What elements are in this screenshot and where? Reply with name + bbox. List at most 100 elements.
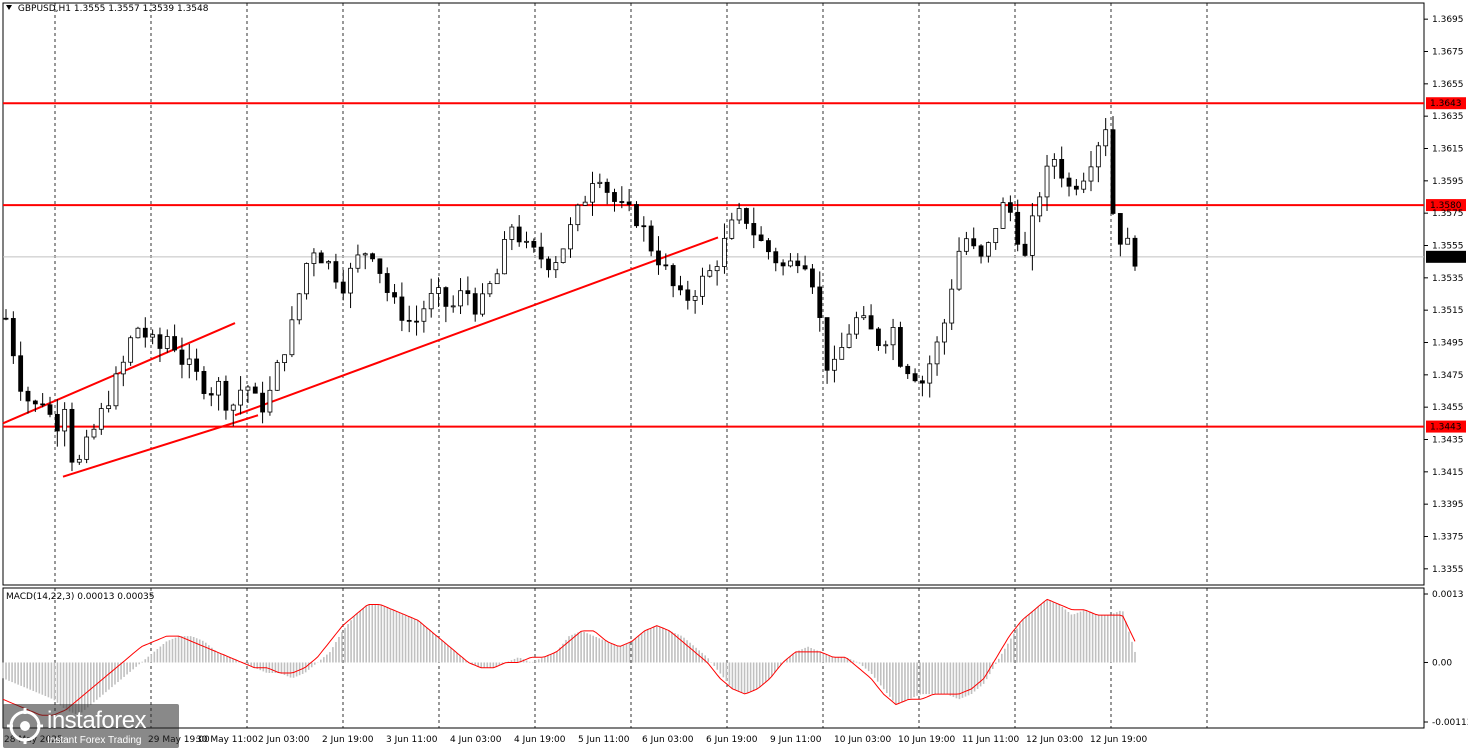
candle-body [76,458,82,463]
candle-body [560,248,566,263]
price-tick-label: 1.3475 [1432,371,1464,381]
candle-body [304,263,309,295]
time-label: 12 Jun 19:00 [1090,735,1147,745]
candle-body [230,404,236,411]
candle-body [1029,215,1035,256]
candle-body [656,250,661,266]
candle-body [612,192,617,202]
price-tick-label: 1.3495 [1432,339,1464,349]
candle-body [120,361,126,375]
logo-subtitle: Instant Forex Trading [47,735,142,746]
candle-body [700,275,705,297]
candle-body [208,393,214,396]
time-label: 12 Jun 03:00 [1026,735,1083,745]
candle-body [1132,237,1138,267]
candle-body [32,400,38,405]
candle-body [912,373,918,382]
price-tick-label: 1.3435 [1432,436,1464,446]
candle-body [883,344,889,347]
level-label: 1.3580 [1430,201,1462,211]
candle-body [670,265,676,287]
candle-body [956,250,962,290]
current-price-label: 1.3548 [1430,253,1462,263]
candle-body [318,252,324,264]
candle-body [252,386,258,394]
candle-body [333,261,339,283]
candle-body [1110,129,1116,214]
candle-body [751,223,757,236]
candle-body [824,317,830,371]
candle-body [399,296,405,321]
candle-body [362,253,368,256]
candle-body [238,389,243,406]
candle-body [868,315,874,330]
price-tick-label: 1.3695 [1432,15,1464,25]
candle-body [707,270,713,277]
candle-body [392,292,397,298]
candle-body [993,228,999,244]
time-label: 6 Jun 19:00 [706,735,758,745]
chart-grid [2,2,1425,729]
candle-body [839,347,845,360]
price-tick-label: 1.3595 [1432,177,1464,187]
candle-body [54,413,60,432]
macd-tick-label: 0.0013 [1432,590,1464,600]
candle-body [971,238,977,247]
candle-body [25,390,31,402]
candle-body [905,365,911,375]
candle-body [927,363,933,384]
candle-body [963,238,969,252]
candle-body [1103,129,1109,147]
time-label: 6 Jun 03:00 [642,735,694,745]
candle-body [663,264,669,267]
candle-body [788,260,793,267]
candle-body [472,293,478,315]
price-tick-label: 1.3555 [1432,242,1464,252]
candle-body [502,239,507,275]
time-label: 9 Jun 11:00 [770,735,822,745]
candle-body [802,265,808,270]
candle-body [978,245,984,257]
price-tick-label: 1.3535 [1432,274,1464,284]
candle-body [3,317,9,320]
trend-line [234,236,719,417]
candle-body [186,358,192,365]
price-tick-label: 1.3515 [1432,306,1464,316]
candle-body [179,349,185,365]
candle-body [934,341,940,365]
candle-body [575,204,581,226]
macd-tick-label: -0.00113 [1432,718,1468,728]
candle-body [568,224,573,250]
candle-body [421,308,427,322]
candle-body [282,354,287,363]
candle-body [487,283,493,295]
candle-body [98,408,104,430]
price-tick-label: 1.3655 [1432,80,1464,90]
candle-body [274,362,280,391]
candle-body [685,289,691,301]
candle-body [766,240,771,253]
candle-body [744,208,749,224]
candle-body [164,336,170,349]
candle-body [1117,213,1123,245]
candle-body [582,201,588,206]
time-label: 10 Jun 19:00 [898,735,955,745]
price-tick-label: 1.3395 [1432,500,1464,510]
candle-body [296,293,302,321]
macd-pane-frame [2,587,1425,729]
candle-body [1059,159,1065,179]
macd-indicator: 0.0013 0.00 -0.00113 [2,590,1468,728]
macd-tick-label: 0.00 [1432,658,1452,668]
dropdown-triangle-icon[interactable] [6,5,12,10]
candle-body [736,208,742,221]
candle-body [678,285,683,291]
price-tick-label: 1.3455 [1432,403,1464,413]
macd-signal-line [2,598,1136,716]
candle-body [1037,196,1043,217]
candle-body [626,201,632,205]
candle-body [619,201,625,203]
candle-body [289,319,295,356]
candle-body [1022,243,1028,256]
candle-body [157,334,163,349]
